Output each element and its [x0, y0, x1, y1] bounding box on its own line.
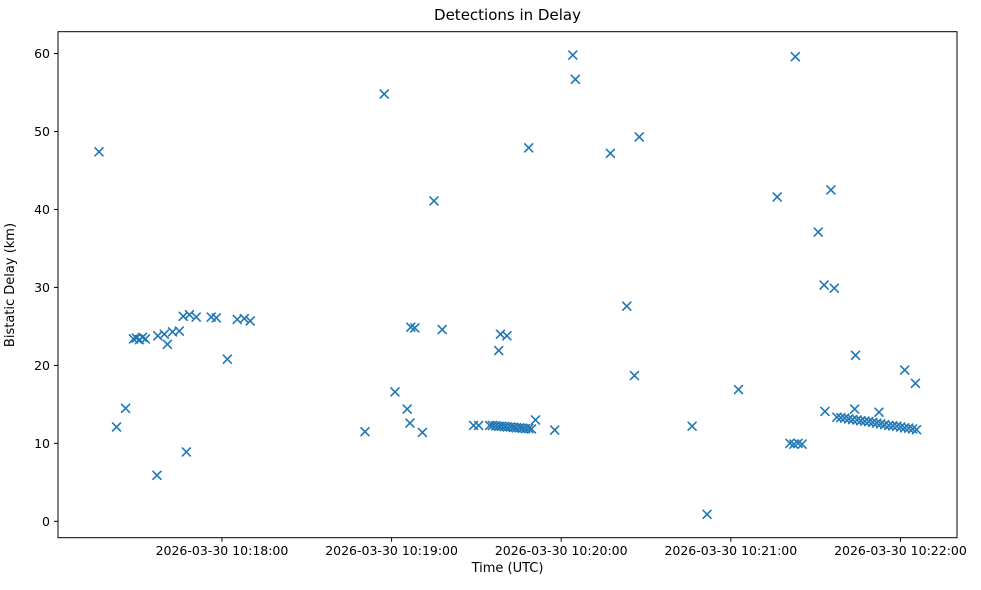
axes-frame: [57, 31, 958, 539]
data-point-marker: [402, 404, 412, 414]
plot-frame: [57, 31, 958, 539]
y-tick-label: 30: [34, 280, 50, 295]
data-point-marker: [162, 339, 173, 350]
y-tick-label: 10: [34, 436, 50, 451]
data-point-marker: [191, 312, 202, 322]
data-point-marker: [526, 424, 537, 434]
y-tick-label: 60: [34, 46, 50, 61]
data-point-marker: [184, 309, 195, 320]
data-point-marker: [111, 422, 122, 432]
data-point-marker: [549, 425, 560, 435]
scatter-points: [94, 50, 922, 520]
y-tick-label: 20: [34, 358, 50, 373]
data-point-marker: [137, 332, 148, 343]
data-point-marker: [174, 326, 185, 336]
data-point-marker: [530, 415, 541, 425]
data-point-marker: [634, 132, 645, 142]
data-point-marker: [152, 470, 162, 481]
data-point-marker: [687, 421, 697, 432]
chart-title: Detections in Delay: [434, 6, 581, 24]
x-axis-ticks: 2026-03-30 10:18:00 2026-03-30 10:19:00 20…: [156, 537, 967, 558]
data-point-marker: [850, 350, 861, 361]
x-tick-label: 2026-03-30 10:19:00: [325, 543, 458, 558]
data-point-marker: [874, 407, 884, 417]
x-tick-label: 2026-03-30 10:18:00: [156, 543, 289, 558]
data-point-marker: [409, 323, 420, 333]
data-point-marker: [819, 280, 829, 290]
data-point-marker: [239, 313, 250, 324]
data-point-marker: [140, 334, 151, 344]
data-point-marker: [813, 227, 823, 237]
data-point-marker: [733, 384, 744, 395]
data-point-marker: [570, 74, 581, 85]
data-point-marker: [405, 418, 415, 428]
data-point-marker: [622, 301, 632, 311]
y-tick-label: 0: [42, 514, 50, 529]
data-point-marker: [390, 387, 400, 397]
data-point-marker: [797, 439, 807, 449]
data-point-marker: [429, 196, 439, 206]
data-point-marker: [181, 447, 192, 457]
data-point-marker: [772, 192, 782, 202]
data-point-marker: [790, 51, 801, 62]
data-point-marker: [820, 406, 830, 417]
data-point-marker: [473, 420, 484, 431]
data-point-marker: [120, 403, 131, 414]
data-point-marker: [826, 185, 836, 195]
data-point-marker: [829, 283, 840, 294]
data-point-marker: [222, 354, 233, 364]
y-tick-label: 40: [34, 202, 50, 217]
x-tick-label: 2026-03-30 10:22:00: [834, 543, 967, 558]
x-axis-label: Time (UTC): [471, 561, 544, 576]
data-point-marker: [493, 345, 504, 356]
y-tick-label: 50: [34, 124, 50, 139]
data-point-marker: [379, 89, 390, 99]
data-point-marker: [417, 427, 428, 438]
data-point-marker: [245, 316, 256, 326]
x-tick-label: 2026-03-30 10:20:00: [495, 543, 628, 558]
data-point-marker: [523, 143, 534, 153]
data-point-marker: [94, 146, 104, 157]
data-point-marker: [437, 324, 447, 335]
y-axis-ticks: 0 10 20 30 40 50 60: [34, 46, 58, 529]
data-point-marker: [211, 313, 222, 323]
data-point-marker: [159, 329, 170, 340]
data-point-marker: [568, 50, 578, 60]
data-point-marker: [605, 148, 616, 159]
data-point-marker: [702, 509, 712, 520]
data-point-marker: [849, 404, 860, 414]
data-point-marker: [629, 370, 640, 381]
data-point-marker: [899, 365, 910, 375]
data-point-marker: [502, 330, 512, 341]
data-point-marker: [523, 423, 534, 434]
x-tick-label: 2026-03-30 10:21:00: [664, 543, 797, 558]
data-point-marker: [360, 426, 370, 437]
data-point-marker: [910, 378, 921, 389]
data-point-marker: [911, 424, 922, 435]
